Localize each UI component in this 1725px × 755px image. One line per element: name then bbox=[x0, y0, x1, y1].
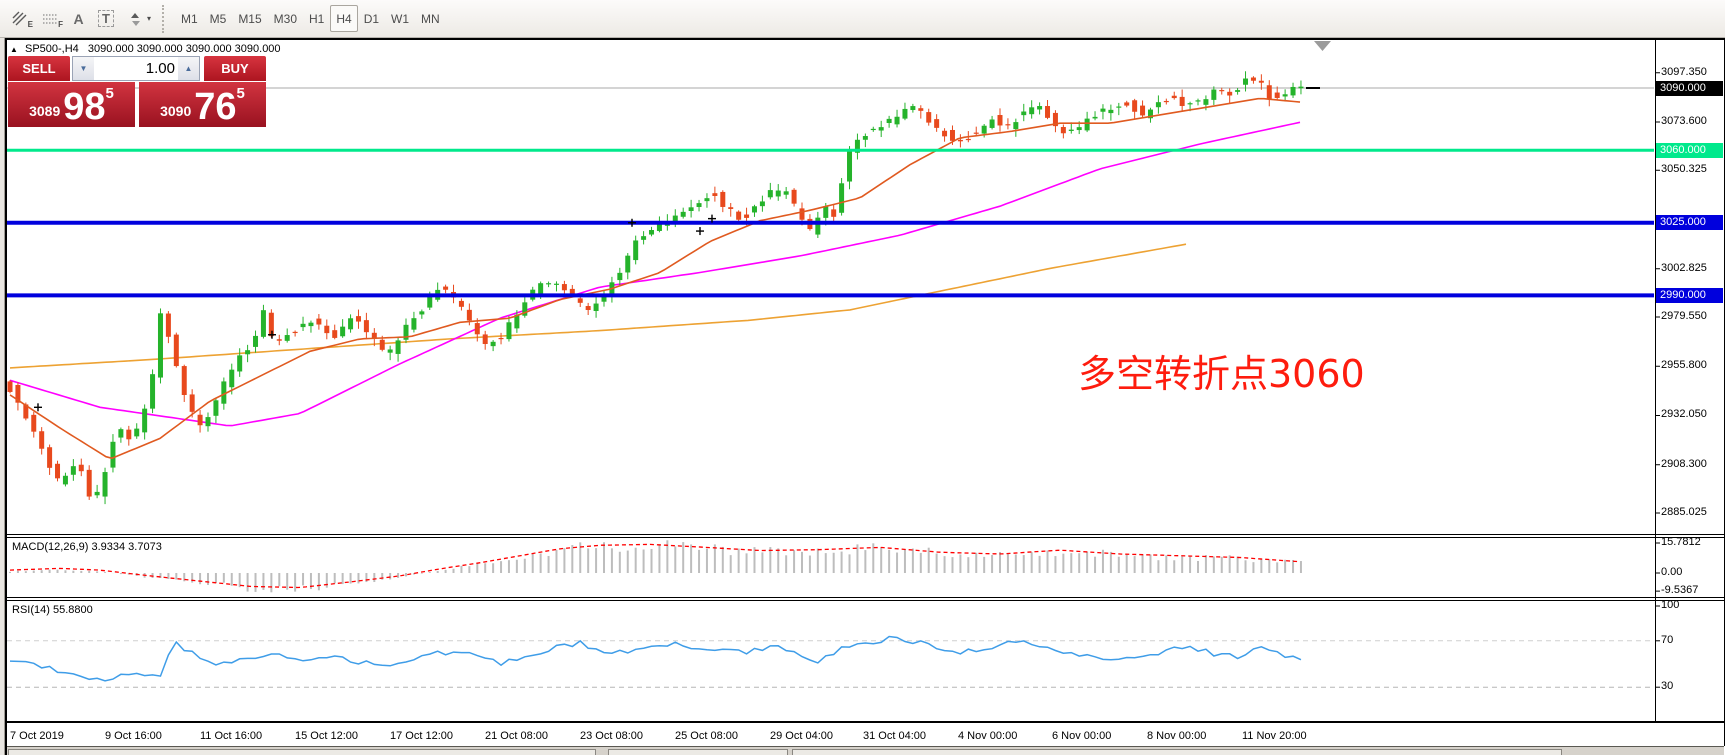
letter-a-icon: A bbox=[73, 10, 84, 27]
chevron-down-icon: ▾ bbox=[146, 14, 151, 23]
price-tick-label: 2979.550 bbox=[1661, 310, 1707, 322]
time-axis-label: 7 Oct 2019 bbox=[10, 730, 64, 742]
macd-indicator-label: MACD(12,26,9) 3.9334 3.7073 bbox=[12, 541, 162, 553]
price-axis-line bbox=[1655, 40, 1656, 722]
toolbar-drag-handle[interactable] bbox=[161, 4, 168, 33]
price-badge-current: 3090.000 bbox=[1656, 80, 1723, 96]
buy-price-big: 76 bbox=[194, 85, 237, 128]
buy-button[interactable]: BUY bbox=[204, 56, 266, 81]
time-axis-label: 23 Oct 08:00 bbox=[580, 730, 643, 742]
toolbar: E F A T ▾ M1 M5 M15 M30 H1 H4 D1 W1 MN bbox=[0, 0, 1725, 38]
price-tick-label: 3073.600 bbox=[1661, 115, 1707, 127]
macd-tick-label: 0.00 bbox=[1661, 566, 1683, 578]
window-left-edge bbox=[0, 38, 5, 755]
panel-separator[interactable] bbox=[7, 721, 1724, 723]
window-border-left bbox=[5, 38, 7, 755]
one-click-trade-panel: SELL ▼ ▲ BUY 3089 98 5 3090 76 5 bbox=[8, 56, 266, 127]
price-tick-label: 3050.325 bbox=[1661, 163, 1707, 176]
grid-icon bbox=[43, 13, 57, 24]
chart-annotation-text: 多空转折点3060 bbox=[1078, 352, 1365, 396]
price-tick-label: 2932.050 bbox=[1661, 408, 1707, 421]
price-badge-blue: 3025.000 bbox=[1656, 215, 1723, 231]
time-axis-label: 8 Nov 00:00 bbox=[1147, 730, 1207, 742]
timeframe-m30-button[interactable]: M30 bbox=[273, 11, 297, 26]
tool-sub-label: F bbox=[58, 20, 63, 29]
time-axis-label: 17 Oct 12:00 bbox=[390, 730, 453, 742]
chart-tab[interactable] bbox=[608, 749, 788, 755]
crosshair-pencil-tool-button[interactable]: E bbox=[5, 5, 35, 32]
text-box-tool-button[interactable]: T bbox=[92, 5, 120, 32]
timeframe-m15-button[interactable]: M15 bbox=[238, 11, 262, 26]
rsi-tick-label: 30 bbox=[1661, 680, 1674, 693]
timeframe-w1-button[interactable]: W1 bbox=[391, 11, 410, 26]
sell-price-pip: 5 bbox=[105, 85, 114, 102]
chart-tab[interactable] bbox=[8, 749, 596, 755]
panel-separator[interactable] bbox=[7, 600, 1724, 601]
time-axis-label: 21 Oct 08:00 bbox=[485, 730, 548, 742]
time-axis-label: 9 Oct 16:00 bbox=[105, 730, 162, 742]
time-axis-label: 31 Oct 04:00 bbox=[863, 730, 926, 742]
buy-price-prefix: 3090 bbox=[160, 103, 192, 119]
sell-price-big: 98 bbox=[63, 85, 106, 128]
timeframe-h1-button[interactable]: H1 bbox=[309, 11, 325, 26]
symbol-title: SP500-,H4 bbox=[24, 43, 79, 55]
volume-increase-button[interactable]: ▲ bbox=[178, 56, 200, 81]
timeframe-h4-button[interactable]: H4 bbox=[330, 5, 358, 32]
buy-quote-button[interactable]: 3090 76 5 bbox=[139, 82, 266, 127]
macd-tick-label: 15.7812 bbox=[1661, 535, 1701, 548]
timeframe-m1-button[interactable]: M1 bbox=[180, 11, 198, 26]
sell-button[interactable]: SELL bbox=[8, 56, 70, 81]
sell-price-prefix: 3089 bbox=[29, 103, 61, 119]
time-axis-label: 15 Oct 12:00 bbox=[295, 730, 358, 742]
rsi-indicator-label: RSI(14) 55.8800 bbox=[12, 604, 93, 616]
timeframe-m5-button[interactable]: M5 bbox=[209, 11, 227, 26]
rsi-tick-label: 100 bbox=[1661, 599, 1680, 611]
timeframe-mn-button[interactable]: MN bbox=[421, 11, 440, 26]
rsi-tick-label: 70 bbox=[1661, 633, 1674, 646]
arrows-tool-button[interactable]: ▾ bbox=[120, 5, 157, 32]
time-axis-label: 4 Nov 00:00 bbox=[958, 730, 1018, 742]
price-badge-green: 3060.000 bbox=[1656, 142, 1723, 158]
collapse-triangle-icon[interactable]: ▲ bbox=[10, 45, 18, 54]
tool-sub-label: E bbox=[27, 20, 33, 29]
time-axis[interactable] bbox=[7, 724, 1724, 746]
grid-tool-button[interactable]: F bbox=[35, 5, 65, 32]
text-label-tool-button[interactable]: A bbox=[65, 5, 92, 32]
volume-input[interactable] bbox=[94, 56, 178, 81]
time-axis-label: 25 Oct 08:00 bbox=[675, 730, 738, 742]
price-tick-label: 2885.025 bbox=[1661, 505, 1707, 518]
panel-separator[interactable] bbox=[7, 534, 1724, 535]
ohlc-values: 3090.000 3090.000 3090.000 3090.000 bbox=[87, 43, 281, 55]
price-tick-label: 3002.825 bbox=[1661, 261, 1707, 274]
time-axis-label: 11 Oct 16:00 bbox=[200, 730, 263, 742]
window-border-top bbox=[5, 38, 1725, 40]
price-tick-label: 2955.800 bbox=[1661, 359, 1707, 372]
timeframe-d1-button[interactable]: D1 bbox=[363, 11, 380, 26]
macd-tick-label: -9.5367 bbox=[1661, 584, 1699, 597]
crosshair-pencil-icon bbox=[12, 11, 27, 25]
price-badge-blue: 2990.000 bbox=[1656, 287, 1723, 303]
price-tick-label: 2908.300 bbox=[1661, 457, 1707, 470]
time-axis-label: 6 Nov 00:00 bbox=[1052, 730, 1112, 742]
volume-decrease-button[interactable]: ▼ bbox=[72, 56, 94, 81]
up-down-arrows-icon bbox=[130, 12, 140, 26]
buy-price-pip: 5 bbox=[236, 85, 245, 102]
chart-tab[interactable] bbox=[792, 749, 1562, 755]
sell-quote-button[interactable]: 3089 98 5 bbox=[8, 82, 135, 127]
chart-header: ▲ SP500-,H4 3090.000 3090.000 3090.000 3… bbox=[10, 43, 281, 55]
chart-tabs-strip bbox=[7, 746, 1724, 755]
time-axis-label: 29 Oct 04:00 bbox=[770, 730, 833, 742]
panel-separator[interactable] bbox=[7, 597, 1724, 598]
panel-separator[interactable] bbox=[7, 537, 1724, 538]
letter-t-boxed-icon: T bbox=[98, 10, 114, 27]
price-tick-label: 3097.350 bbox=[1661, 65, 1707, 78]
time-axis-label: 11 Nov 20:00 bbox=[1242, 730, 1307, 742]
